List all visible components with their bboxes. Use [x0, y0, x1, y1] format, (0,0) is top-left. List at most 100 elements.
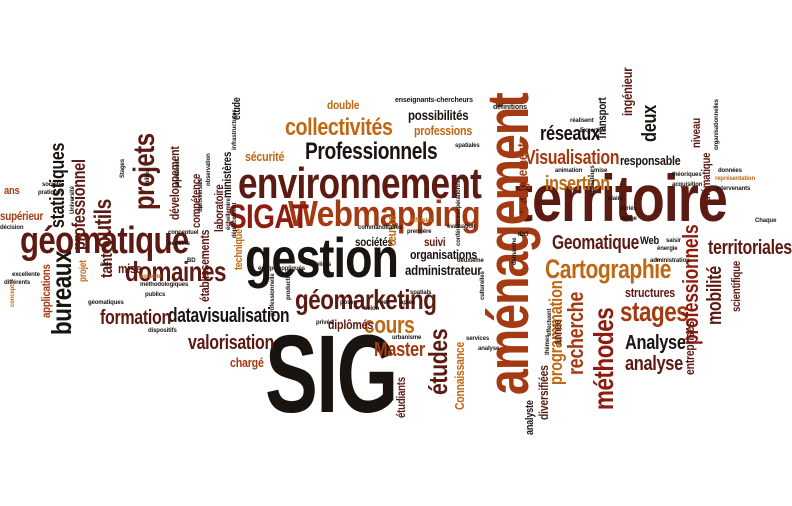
word-geomarketing: géomarketing	[295, 284, 437, 315]
word-production: production	[286, 269, 292, 300]
word-visualisation: Visualisation	[525, 147, 620, 169]
word-insertion: insertion	[545, 173, 610, 195]
word-deux: deux	[639, 105, 661, 142]
word-premiere: première	[407, 229, 432, 235]
word-cartographie: Cartographie	[545, 254, 672, 284]
word-pratiques: pratiques	[38, 190, 64, 196]
word-master: Master	[374, 339, 425, 361]
word-datavisualisation: datavisualisation	[168, 305, 290, 327]
word-transversale: transversale	[198, 178, 204, 212]
word-publics: publics	[145, 292, 166, 298]
word-besoins: besoins	[168, 241, 190, 247]
word-structures: structures	[625, 285, 676, 300]
word-differents: différents	[4, 280, 31, 286]
word-idg: IDG	[518, 232, 529, 238]
word-evaluation: évaluation	[447, 224, 476, 230]
word-appliques: appliqués	[278, 266, 305, 272]
word-theoriques: théoriques	[672, 172, 702, 178]
word-geomatique: géomatique	[20, 220, 189, 262]
word-milieu: milieu	[145, 169, 151, 186]
word-territoriales: territoriales	[708, 237, 792, 259]
word-representation: représentation	[715, 176, 755, 182]
word-conferences: conférences	[456, 211, 462, 246]
word-mise2: mise	[594, 168, 608, 174]
word-societes: sociétés	[355, 235, 393, 249]
word-energie: énergie	[657, 246, 678, 252]
word-etablissements: établissements	[197, 229, 212, 302]
word-formation: formation	[100, 307, 171, 329]
word-projet: projet	[78, 260, 89, 282]
word-etudiants: étudiants	[394, 377, 408, 418]
word-societe: société	[42, 182, 62, 188]
word-thematique: thématique	[699, 152, 713, 202]
word-sig: SIG	[265, 313, 398, 436]
word-realisent: réalisent	[570, 118, 594, 124]
word-lien: lien	[380, 300, 390, 306]
word-collecte: collecte	[140, 274, 162, 280]
word-effectuent: effectuent	[547, 308, 553, 336]
word-ingenieur: ingénieur	[619, 67, 635, 116]
word-double: double	[327, 98, 360, 112]
word-suivi: suivi	[424, 235, 446, 249]
word-annee: année	[552, 319, 564, 345]
word-applications: applications	[39, 264, 53, 318]
word-mise: mise	[118, 261, 142, 276]
word-etudes: études	[423, 328, 453, 395]
word-decision: décision	[0, 225, 24, 231]
word-connaissance: Connaissance	[452, 341, 467, 410]
word-analyste: analyste	[524, 400, 536, 435]
word-urbanisme: urbanisme	[392, 335, 422, 341]
word-poser: poser	[340, 300, 356, 306]
word-geomatiques: géomatiques	[88, 300, 124, 306]
word-universite: Université	[70, 186, 76, 214]
word-selon: selon	[364, 306, 380, 312]
word-themes: thèmes	[545, 334, 551, 355]
word-definitions: définitions	[493, 104, 527, 111]
word-enseignement: enseignement	[514, 143, 530, 218]
word-acquisition: acquisition	[672, 182, 703, 188]
word-organisationnelles: organisationnelles	[714, 99, 720, 150]
word-deplacement: déplacement	[232, 202, 238, 238]
word-scientifique: scientifique	[729, 260, 743, 312]
word-geomatique-cap: Geomatique	[552, 232, 640, 254]
word-collectivites: collectivités	[285, 114, 393, 141]
word-services: services	[466, 336, 490, 342]
word-donnees: données	[718, 168, 742, 174]
word-diffusion: diffusion	[410, 218, 435, 224]
word-infrastructures: infrastructures	[232, 109, 238, 150]
word-superieur: supérieur	[0, 209, 44, 223]
word-charge: chargé	[230, 355, 264, 370]
word-equipe: équipe	[258, 266, 277, 272]
word-organisations: organisations	[410, 247, 478, 262]
word-ans: ans	[4, 185, 20, 197]
word-sigat: SIGAT	[228, 198, 309, 236]
word-entreprises: entreprises	[682, 321, 697, 375]
word-professionnelle: professionnelle	[270, 273, 276, 316]
word-commanditaires: commanditaires	[358, 225, 403, 231]
word-demarche: démarche	[512, 237, 518, 265]
word-diplomes: diplômés	[328, 317, 374, 332]
word-gestion: gestion	[245, 226, 399, 289]
word-culturelles: culturelles	[480, 271, 486, 300]
word-spatiales: spatiales	[455, 143, 480, 149]
word-professions: professions	[414, 123, 473, 138]
word-concepts: concepts	[10, 281, 16, 307]
word-reseaux: réseaux	[540, 123, 600, 145]
word-niveau: niveau	[689, 118, 703, 148]
word-operationnel: opérationnel	[456, 177, 462, 212]
word-stages-small: Stages	[120, 159, 126, 178]
word-chaque: Chaque	[755, 218, 777, 224]
word-webmapping: Webmapping	[288, 193, 481, 234]
word-possibilites: possibilités	[408, 107, 469, 123]
word-spatials: spatials	[410, 290, 432, 296]
word-territoire: territoire	[515, 161, 728, 235]
word-web: Web	[640, 235, 660, 247]
word-outils: outils	[90, 199, 117, 248]
word-utilisateurs: utilisateurs	[590, 165, 596, 196]
word-valorisation: valorisation	[188, 332, 274, 354]
word-animation: animation	[555, 168, 583, 174]
word-conceptuel: conceptuel	[168, 230, 199, 236]
word-stages: stages	[620, 296, 689, 327]
word-administrateur: administrateur	[405, 262, 482, 278]
